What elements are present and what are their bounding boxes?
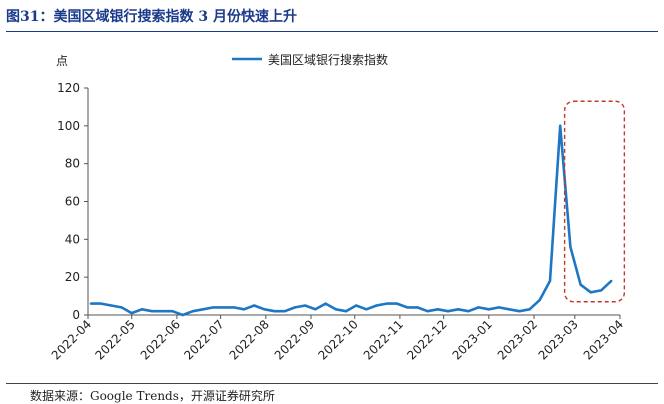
- x-tick-label: 2022-04: [49, 317, 94, 362]
- data-point: [293, 306, 297, 309]
- x-tick-label: 2022-11: [361, 317, 406, 362]
- title-divider: [6, 31, 658, 32]
- data-point: [477, 306, 480, 309]
- data-point: [314, 308, 317, 311]
- data-point: [508, 308, 511, 311]
- figure-title: 图31：美国区域银行搜索指数 3 月份快速上升: [6, 9, 297, 25]
- data-point: [426, 310, 429, 313]
- data-point: [212, 306, 215, 309]
- x-tick-label: 2022-05: [92, 317, 137, 362]
- y-tick-label: 60: [65, 195, 80, 209]
- data-point: [599, 289, 603, 292]
- legend-label: 美国区域银行搜索指数: [268, 52, 388, 67]
- data-point: [324, 302, 327, 305]
- data-point: [99, 302, 103, 305]
- data-point: [120, 306, 123, 309]
- y-tick-label: 100: [57, 119, 80, 133]
- data-point: [89, 302, 93, 305]
- data-point: [457, 308, 460, 311]
- x-tick-label: 2023-01: [450, 317, 495, 362]
- y-axis-label: 点: [56, 54, 68, 68]
- x-tick-label: 2023-03: [536, 317, 581, 362]
- data-point: [181, 313, 184, 317]
- data-point: [140, 308, 144, 311]
- footer-divider: [6, 383, 658, 384]
- data-point: [467, 310, 470, 313]
- data-point: [436, 308, 440, 311]
- data-point: [497, 306, 501, 309]
- y-tick-label: 80: [65, 157, 80, 171]
- data-point: [579, 283, 582, 286]
- data-point: [334, 308, 337, 311]
- y-tick-label: 20: [65, 270, 80, 284]
- data-point: [232, 306, 235, 309]
- data-point: [354, 304, 358, 307]
- data-point: [303, 304, 307, 307]
- data-point: [610, 279, 613, 283]
- data-point: [559, 124, 562, 128]
- y-tick-label: 0: [72, 308, 80, 322]
- data-point: [518, 310, 521, 313]
- data-point: [528, 308, 531, 311]
- data-point: [589, 291, 593, 294]
- data-point: [375, 304, 378, 307]
- data-point: [416, 306, 419, 309]
- data-point: [487, 308, 491, 311]
- data-point: [161, 310, 164, 313]
- x-tick-label: 2022-08: [227, 317, 272, 362]
- data-point: [191, 310, 195, 313]
- source-note: 数据来源：Google Trends，开源证券研究所: [30, 389, 275, 403]
- data-point: [406, 306, 409, 309]
- data-point: [548, 279, 552, 283]
- data-point: [273, 310, 276, 313]
- highlight-box: [563, 100, 626, 303]
- data-point: [365, 308, 368, 311]
- data-point: [110, 304, 113, 307]
- x-tick-label: 2022-09: [272, 317, 317, 362]
- x-tick-label: 2022-10: [315, 317, 360, 362]
- data-point: [150, 310, 154, 313]
- data-point: [538, 298, 542, 302]
- series-line: [90, 124, 613, 317]
- data-point: [446, 310, 450, 313]
- x-tick-label: 2022-12: [404, 317, 449, 362]
- y-tick-label: 40: [65, 232, 80, 246]
- data-point: [385, 302, 388, 305]
- x-tick-label: 2022-07: [181, 317, 226, 362]
- data-point: [201, 308, 205, 311]
- data-point: [263, 308, 266, 311]
- y-tick-label: 120: [57, 81, 80, 95]
- data-point: [395, 302, 399, 305]
- x-tick-label: 2023-04: [581, 317, 626, 362]
- data-point: [242, 308, 246, 311]
- data-point: [222, 306, 225, 309]
- data-point: [569, 245, 572, 249]
- x-tick-label: 2022-06: [138, 317, 183, 362]
- data-point: [344, 310, 348, 313]
- data-point: [252, 304, 256, 307]
- data-point: [283, 310, 286, 313]
- data-point: [130, 311, 133, 315]
- x-tick-label: 2023-02: [495, 317, 540, 362]
- data-point: [171, 310, 174, 313]
